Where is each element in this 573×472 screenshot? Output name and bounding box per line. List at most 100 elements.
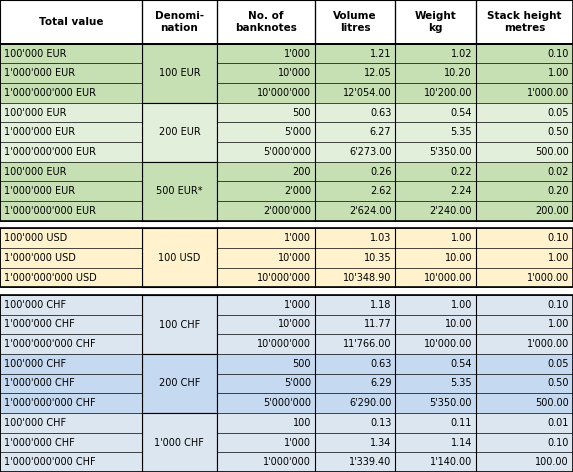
- Bar: [315, 413, 395, 433]
- Bar: [395, 452, 476, 472]
- Bar: [315, 393, 395, 413]
- Bar: [395, 248, 476, 268]
- Bar: [217, 122, 315, 142]
- Bar: [0, 228, 142, 248]
- Bar: [0, 0, 573, 44]
- Text: 500: 500: [292, 108, 311, 118]
- Bar: [315, 433, 395, 452]
- Bar: [315, 315, 395, 334]
- Bar: [315, 0, 395, 44]
- Bar: [0, 268, 142, 287]
- Text: 0.22: 0.22: [450, 167, 472, 177]
- Bar: [315, 181, 395, 201]
- Bar: [395, 393, 476, 413]
- Text: 11'766.00: 11'766.00: [343, 339, 391, 349]
- Bar: [395, 103, 476, 122]
- Bar: [315, 83, 395, 103]
- Bar: [315, 334, 395, 354]
- Bar: [476, 201, 573, 221]
- Bar: [395, 83, 476, 103]
- Text: 10'000.00: 10'000.00: [423, 272, 472, 283]
- Bar: [476, 374, 573, 393]
- Bar: [395, 315, 476, 334]
- Bar: [315, 452, 395, 472]
- Bar: [315, 142, 395, 162]
- Text: 1'000'000'000 EUR: 1'000'000'000 EUR: [4, 147, 96, 157]
- Text: 6'273.00: 6'273.00: [349, 147, 391, 157]
- Bar: [0, 295, 573, 472]
- Bar: [0, 103, 142, 122]
- Text: 12.05: 12.05: [364, 68, 391, 78]
- Bar: [142, 295, 217, 354]
- Bar: [476, 268, 573, 287]
- Bar: [315, 248, 395, 268]
- Bar: [0, 315, 142, 334]
- Bar: [395, 0, 476, 44]
- Bar: [315, 334, 395, 354]
- Bar: [0, 228, 142, 248]
- Bar: [476, 452, 573, 472]
- Text: 0.10: 0.10: [548, 49, 569, 59]
- Bar: [217, 162, 315, 181]
- Text: 1.00: 1.00: [450, 233, 472, 243]
- Bar: [142, 162, 217, 221]
- Bar: [217, 354, 315, 374]
- Bar: [476, 374, 573, 393]
- Bar: [217, 315, 315, 334]
- Bar: [315, 452, 395, 472]
- Bar: [476, 162, 573, 181]
- Text: 100 USD: 100 USD: [158, 253, 201, 263]
- Bar: [315, 201, 395, 221]
- Bar: [395, 334, 476, 354]
- Bar: [395, 63, 476, 83]
- Text: 1'000'000 EUR: 1'000'000 EUR: [4, 68, 75, 78]
- Text: 100'000 CHF: 100'000 CHF: [4, 300, 66, 310]
- Bar: [395, 413, 476, 433]
- Text: 200: 200: [292, 167, 311, 177]
- Bar: [217, 228, 315, 248]
- Bar: [217, 268, 315, 287]
- Bar: [395, 295, 476, 315]
- Bar: [217, 142, 315, 162]
- Text: 500: 500: [292, 359, 311, 369]
- Text: 2.24: 2.24: [450, 186, 472, 196]
- Bar: [476, 433, 573, 452]
- Bar: [476, 0, 573, 44]
- Text: 1'000'000'000 CHF: 1'000'000'000 CHF: [4, 457, 96, 467]
- Bar: [315, 268, 395, 287]
- Text: 1'000 CHF: 1'000 CHF: [155, 438, 205, 447]
- Bar: [395, 181, 476, 201]
- Bar: [476, 413, 573, 433]
- Bar: [476, 228, 573, 248]
- Bar: [217, 374, 315, 393]
- Text: Denomi-
nation: Denomi- nation: [155, 11, 204, 33]
- Text: 10'000'000: 10'000'000: [257, 88, 311, 98]
- Bar: [395, 181, 476, 201]
- Bar: [476, 162, 573, 181]
- Bar: [395, 413, 476, 433]
- Text: Volume
litres: Volume litres: [333, 11, 377, 33]
- Bar: [217, 201, 315, 221]
- Bar: [476, 201, 573, 221]
- Bar: [0, 374, 142, 393]
- Text: 5.35: 5.35: [450, 127, 472, 137]
- Text: 2'000'000: 2'000'000: [263, 206, 311, 216]
- Bar: [315, 44, 395, 63]
- Bar: [142, 228, 217, 287]
- Text: 500 EUR*: 500 EUR*: [156, 186, 203, 196]
- Bar: [217, 393, 315, 413]
- Bar: [0, 122, 142, 142]
- Text: 1.34: 1.34: [370, 438, 391, 447]
- Bar: [217, 228, 315, 248]
- Bar: [142, 103, 217, 162]
- Text: 1'000'000'000 EUR: 1'000'000'000 EUR: [4, 88, 96, 98]
- Bar: [476, 83, 573, 103]
- Bar: [395, 44, 476, 63]
- Text: 100'000 CHF: 100'000 CHF: [4, 359, 66, 369]
- Text: 500.00: 500.00: [535, 398, 569, 408]
- Bar: [476, 248, 573, 268]
- Bar: [395, 248, 476, 268]
- Bar: [217, 83, 315, 103]
- Text: 6.27: 6.27: [370, 127, 391, 137]
- Text: 100'000 CHF: 100'000 CHF: [4, 418, 66, 428]
